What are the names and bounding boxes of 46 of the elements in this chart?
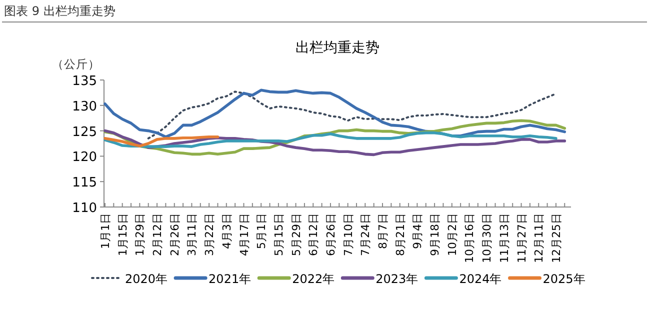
y-axis-title: （公斤）: [52, 57, 100, 71]
legend-label: 2020年: [125, 272, 168, 286]
y-tick-label: 115: [72, 176, 97, 191]
x-tick-label: 3月11日: [186, 213, 199, 256]
x-tick-label: 6月12日: [307, 213, 320, 256]
x-tick-label: 5月1日: [255, 213, 268, 249]
x-tick-label: 4月3日: [220, 213, 234, 249]
legend-label: 2021年: [208, 272, 252, 286]
x-tick-label: 2月12日: [151, 213, 164, 256]
legend-label: 2025年: [542, 272, 586, 286]
y-tick-label: 130: [72, 99, 97, 114]
x-tick-label: 3月22日: [203, 213, 216, 256]
x-tick-label: 2月26日: [168, 213, 182, 256]
legend-label: 2024年: [459, 272, 502, 286]
y-tick-label: 135: [72, 74, 97, 89]
legend-label: 2022年: [292, 272, 335, 286]
x-tick-label: 10月16日: [463, 213, 476, 263]
text: 图表 9 出栏均重走势: [4, 4, 116, 18]
x-tick-label: 9月18日: [428, 213, 442, 256]
x-tick-label: 9月4日: [411, 213, 424, 249]
line-series: [104, 88, 566, 138]
line-series: [104, 131, 558, 148]
y-tick-label: 125: [72, 124, 97, 140]
legend-label: 2023年: [376, 272, 418, 286]
x-tick-label: 1月29日: [134, 213, 147, 256]
x-tick-label: 1月1日: [99, 213, 112, 249]
x-tick-label: 10月30日: [480, 213, 494, 263]
line-series: [147, 90, 557, 140]
line-series: [104, 136, 220, 148]
y-tick-label: 120: [72, 150, 97, 166]
x-tick-label: 7月24日: [359, 213, 372, 256]
x-tick-label: 12月11日: [532, 213, 546, 263]
x-tick-label: 12月25日: [550, 213, 563, 263]
x-tick-label: 8月7日: [376, 213, 390, 249]
x-tick-label: 11月13日: [498, 213, 511, 263]
x-tick-label: 8月21日: [394, 213, 407, 256]
chart-title: 出栏均重走势: [296, 40, 380, 56]
y-tick-label: 110: [72, 201, 97, 216]
x-tick-label: 11月27日: [515, 213, 528, 263]
x-tick-label: 4月17日: [238, 213, 251, 256]
x-tick-label: 10月2日: [446, 213, 459, 256]
x-tick-label: 6月26日: [324, 213, 338, 256]
x-tick-label: 1月15日: [116, 213, 130, 256]
x-tick-label: 5月29日: [290, 213, 303, 256]
x-tick-label: 5月15日: [272, 213, 286, 256]
x-tick-label: 7月10日: [342, 213, 355, 256]
